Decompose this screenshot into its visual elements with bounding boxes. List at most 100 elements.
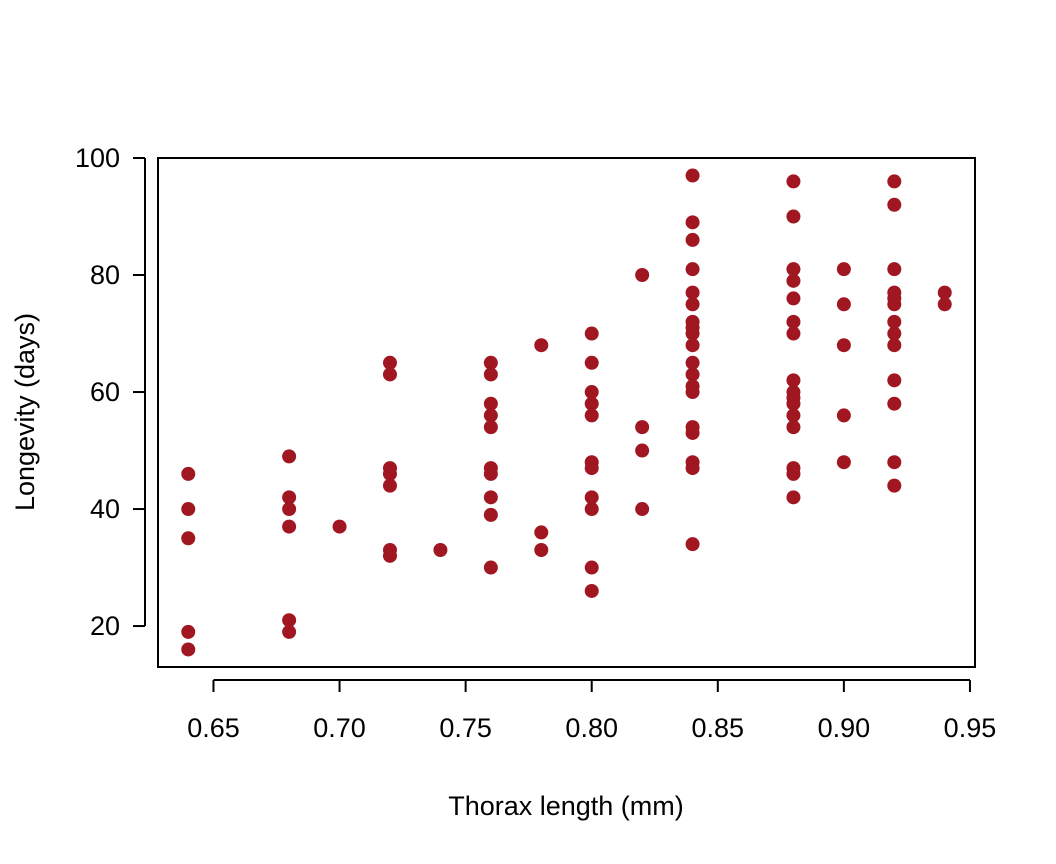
data-point	[685, 537, 700, 552]
data-point	[685, 285, 700, 300]
data-point	[685, 262, 700, 277]
data-point	[836, 455, 851, 470]
data-point	[382, 548, 397, 563]
data-point	[836, 297, 851, 312]
data-point	[483, 507, 498, 522]
data-point	[282, 624, 297, 639]
data-point	[282, 449, 297, 464]
data-point	[685, 215, 700, 230]
data-point	[836, 338, 851, 353]
data-point	[483, 355, 498, 370]
data-point	[887, 396, 902, 411]
y-tick-label: 80	[90, 260, 120, 290]
data-point	[584, 461, 599, 476]
data-point	[483, 408, 498, 423]
data-point	[584, 502, 599, 517]
data-point	[887, 326, 902, 341]
data-points	[181, 168, 952, 657]
data-point	[937, 285, 952, 300]
data-point	[635, 502, 650, 517]
data-point	[584, 560, 599, 575]
data-point	[887, 297, 902, 312]
data-point	[483, 420, 498, 435]
data-point	[483, 560, 498, 575]
data-point	[937, 297, 952, 312]
data-point	[685, 297, 700, 312]
data-point	[786, 396, 801, 411]
data-point	[685, 326, 700, 341]
data-point	[685, 232, 700, 247]
data-point	[181, 624, 196, 639]
data-point	[382, 478, 397, 493]
data-point	[584, 326, 599, 341]
x-tick-label: 0.75	[439, 713, 492, 743]
data-point	[584, 490, 599, 505]
data-point	[685, 385, 700, 400]
data-point	[534, 338, 549, 353]
data-point	[887, 455, 902, 470]
data-point	[534, 542, 549, 557]
data-point	[887, 174, 902, 189]
data-point	[685, 355, 700, 370]
data-point	[483, 466, 498, 481]
x-tick-label: 0.70	[313, 713, 366, 743]
data-point	[282, 613, 297, 628]
data-point	[887, 262, 902, 277]
data-point	[887, 197, 902, 212]
data-point	[382, 355, 397, 370]
data-point	[433, 542, 448, 557]
data-point	[685, 367, 700, 382]
data-point	[635, 268, 650, 283]
x-tick-label: 0.95	[944, 713, 997, 743]
data-point	[181, 466, 196, 481]
data-point	[635, 420, 650, 435]
y-tick-label: 40	[90, 494, 120, 524]
data-point	[786, 209, 801, 224]
y-axis-title: Longevity (days)	[10, 313, 40, 511]
data-point	[786, 420, 801, 435]
data-point	[786, 262, 801, 277]
data-point	[685, 461, 700, 476]
data-point	[382, 466, 397, 481]
data-point	[584, 385, 599, 400]
data-point	[786, 326, 801, 341]
data-point	[584, 396, 599, 411]
data-point	[786, 273, 801, 288]
data-point	[282, 490, 297, 505]
data-point	[786, 408, 801, 423]
data-point	[836, 408, 851, 423]
data-point	[483, 490, 498, 505]
data-point	[181, 642, 196, 657]
data-point	[584, 583, 599, 598]
data-point	[786, 466, 801, 481]
data-point	[382, 367, 397, 382]
data-point	[181, 531, 196, 546]
data-point	[483, 396, 498, 411]
data-point	[685, 168, 700, 183]
data-point	[887, 314, 902, 329]
data-point	[836, 262, 851, 277]
x-tick-label: 0.65	[187, 713, 240, 743]
data-point	[786, 291, 801, 306]
y-tick-label: 60	[90, 377, 120, 407]
data-point	[887, 338, 902, 353]
data-point	[786, 174, 801, 189]
x-axis-title: Thorax length (mm)	[448, 791, 684, 821]
x-tick-label: 0.80	[565, 713, 618, 743]
data-point	[786, 490, 801, 505]
data-point	[887, 478, 902, 493]
y-axis: 20 40 60 80 100	[75, 143, 146, 641]
y-tick-label: 20	[90, 611, 120, 641]
data-point	[635, 443, 650, 458]
data-point	[181, 502, 196, 517]
data-point	[483, 367, 498, 382]
data-point	[282, 519, 297, 534]
data-point	[332, 519, 347, 534]
data-point	[282, 502, 297, 517]
data-point	[786, 314, 801, 329]
plot-frame	[157, 157, 976, 668]
y-tick-label: 100	[75, 143, 120, 173]
data-point	[685, 425, 700, 440]
data-point	[584, 408, 599, 423]
